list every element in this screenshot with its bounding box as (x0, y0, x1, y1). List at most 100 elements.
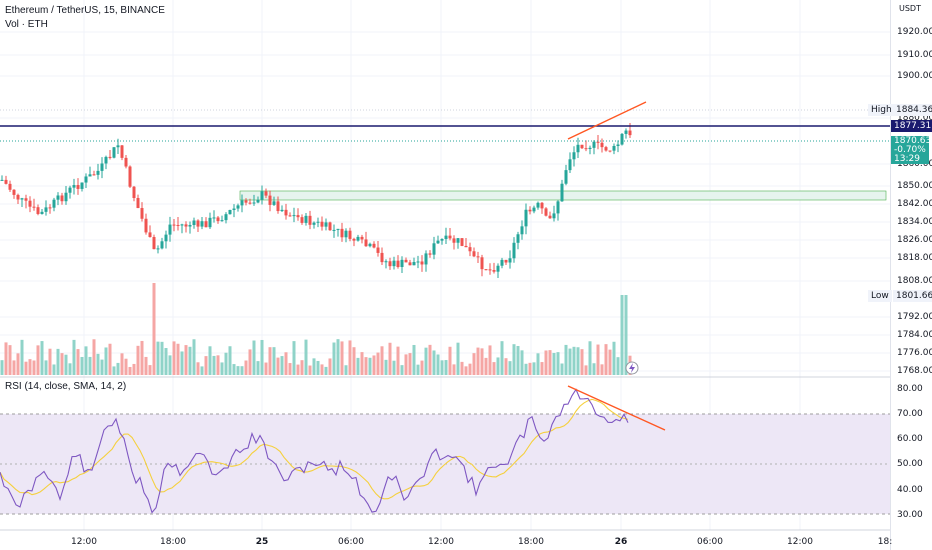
candle-body (276, 201, 280, 212)
candle-body (560, 183, 564, 202)
volume-bar (40, 341, 44, 375)
candle-body (420, 261, 424, 265)
volume-bar (84, 346, 88, 375)
candle-body (544, 208, 548, 216)
volume-bar (428, 344, 432, 375)
volume-bar (64, 354, 68, 375)
rsi-axis-label: 80.00 (897, 384, 923, 394)
candle-body (32, 206, 36, 208)
candle-body (428, 253, 432, 255)
volume-bar (152, 283, 156, 375)
candle-body (492, 270, 496, 272)
candle-body (84, 176, 88, 183)
candle-body (40, 211, 44, 214)
price-label: 1776.00 (897, 348, 932, 358)
candle-body (300, 217, 304, 223)
volume-bar (504, 358, 508, 375)
volume-bar (584, 365, 588, 375)
volume-bar (348, 340, 352, 375)
volume-bar (376, 352, 380, 375)
volume-bar (548, 350, 552, 375)
candle-body (0, 179, 4, 181)
candle-body (400, 259, 404, 268)
volume-legend[interactable]: Vol · ETH (5, 19, 48, 30)
volume-bar (620, 295, 624, 375)
time-label: 06:00 (338, 537, 364, 547)
time-label: 18: (877, 537, 893, 547)
time-label: 12:00 (71, 537, 97, 547)
time-label: 12:00 (787, 537, 813, 547)
volume-bar (256, 361, 260, 375)
candle-body (572, 152, 576, 160)
symbol-title[interactable]: Ethereum / TetherUS, 15, BINANCE (5, 5, 165, 16)
price-scale-separator (890, 0, 891, 550)
candle-body (236, 205, 240, 209)
volume-bar (404, 354, 408, 375)
volume-bar (420, 360, 424, 375)
price-label: 1808.00 (897, 276, 932, 286)
candle-body (140, 208, 144, 219)
volume-bar (276, 357, 280, 375)
candle-body (376, 247, 380, 253)
level-price-badge[interactable]: 1877.31 (891, 120, 932, 132)
volume-bar (236, 366, 240, 375)
price-label: 1818.00 (897, 253, 932, 263)
time-label: 25 (255, 537, 269, 547)
current-price-badge[interactable]: 1870.63 -0.70% 13:29 (891, 136, 931, 164)
candle-body (164, 234, 168, 242)
candle-body (304, 215, 308, 223)
volume-bar (464, 366, 468, 375)
candle-body (336, 228, 340, 230)
volume-bar (108, 343, 112, 375)
rsi-trendline[interactable] (567, 385, 666, 431)
candle-body (612, 145, 616, 151)
volume-bar (140, 340, 144, 375)
candle-body (516, 234, 520, 243)
volume-bar (124, 358, 128, 375)
volume-bar (492, 362, 496, 375)
candle-body (460, 238, 464, 246)
candle-body (596, 141, 600, 143)
candle-body (436, 240, 440, 244)
volume-bar (572, 346, 576, 375)
volume-bar (444, 360, 448, 375)
low-label: Low (868, 290, 892, 302)
candle-body (488, 269, 492, 271)
price-label: 1850.00 (897, 181, 932, 191)
candle-body (444, 235, 448, 240)
price-trendline[interactable] (567, 101, 647, 140)
volume-bar (488, 345, 492, 375)
volume-bar (156, 341, 160, 375)
time-label: 26 (614, 537, 628, 547)
candle-body (36, 207, 40, 214)
candle-body (604, 147, 608, 151)
volume-bar (224, 352, 228, 375)
volume-bar (68, 363, 72, 375)
volume-bar (320, 364, 324, 375)
candle-body (564, 170, 568, 184)
volume-bar (508, 361, 512, 375)
volume-bar (556, 352, 560, 375)
volume-bar (480, 348, 484, 375)
candle-body (48, 207, 52, 209)
volume-bar (240, 366, 244, 375)
candle-body (388, 261, 392, 267)
candle-body (404, 259, 408, 263)
volume-bar (600, 364, 604, 375)
rsi-legend[interactable]: RSI (14, close, SMA, 14, 2) (5, 381, 127, 392)
volume-bar (532, 362, 536, 375)
volume-bar (268, 347, 272, 375)
candle-body (484, 269, 488, 271)
high-value: 1884.36 (893, 104, 932, 116)
volume-bar (536, 353, 540, 375)
volume-bar (52, 364, 56, 375)
alert-icon[interactable] (625, 361, 639, 375)
candle-body (316, 221, 320, 223)
candle-body (452, 238, 456, 243)
volume-bar (552, 352, 556, 375)
currency-label[interactable]: USDT (899, 4, 921, 13)
candle-body (80, 182, 84, 189)
candle-body (240, 200, 244, 206)
volume-bar (424, 347, 428, 375)
